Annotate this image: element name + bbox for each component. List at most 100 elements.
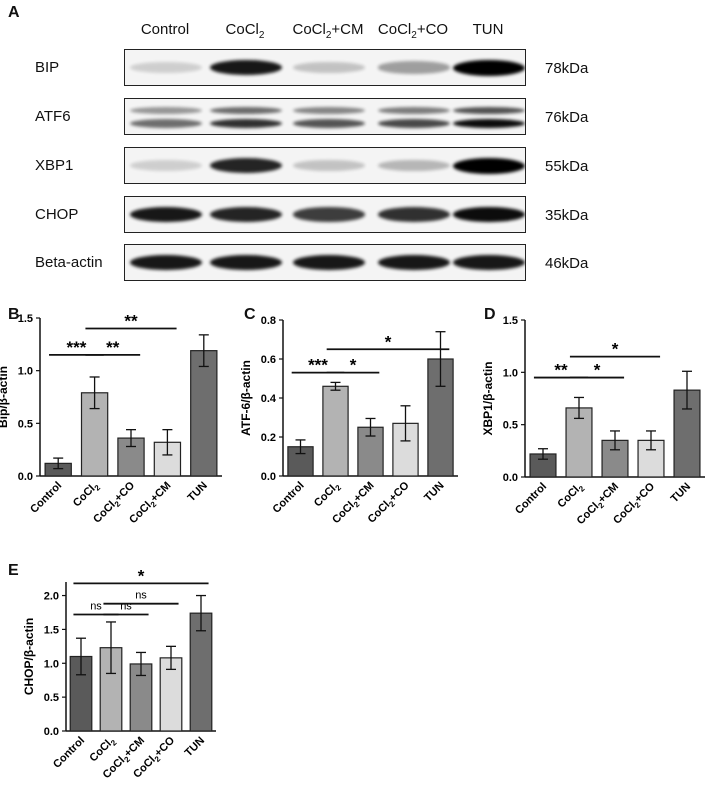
blot-band [378, 159, 450, 172]
y-tick-label: 1.0 [18, 366, 33, 378]
significance-label: ** [124, 312, 138, 331]
x-tick-label: TUN [185, 480, 210, 505]
blot-band [378, 207, 450, 222]
blot-band [210, 254, 282, 271]
x-tick-label: CoCl2 [71, 479, 103, 511]
x-tick-label: Control [28, 480, 64, 516]
blot-row-label: CHOP [35, 206, 79, 223]
y-axis-label: XBP1/β-actin [481, 361, 495, 435]
blot-band [293, 106, 365, 114]
significance-label: ns [90, 601, 102, 613]
blot-band [378, 61, 450, 74]
blot-row-kda: 35kDa [545, 207, 589, 224]
x-tick-label: TUN [183, 735, 208, 760]
y-tick-label: 0.2 [261, 432, 276, 444]
x-tick-label: CoCl2 [555, 480, 587, 512]
blot-band [130, 160, 202, 171]
y-axis-label: CHOP/β-actin [22, 618, 36, 695]
lane-label: CoCl2+CO [377, 21, 449, 41]
blot-row-label: BIP [35, 59, 60, 76]
blot-row-kda: 46kDa [545, 255, 589, 272]
blot-strip [124, 98, 526, 135]
panel-letter-d: D [484, 306, 496, 323]
significance-label: ns [135, 590, 147, 602]
y-tick-label: 1.5 [18, 313, 33, 325]
blot-row-label: XBP1 [35, 157, 74, 174]
x-tick-label: TUN [669, 481, 694, 506]
y-tick-label: 0.0 [503, 472, 518, 484]
y-tick-label: 0.8 [261, 315, 276, 327]
y-tick-label: 1.5 [44, 624, 59, 636]
y-tick-label: 2.0 [44, 591, 59, 603]
y-tick-label: 0.4 [261, 393, 277, 405]
blot-row-label: Beta-actin [35, 254, 103, 271]
blot-row-kda: 55kDa [545, 158, 589, 175]
y-tick-label: 0.0 [18, 471, 33, 483]
y-axis-label: ATF-6/β-actin [239, 360, 253, 436]
lane-label: CoCl2+CM [292, 21, 364, 41]
blot-strip [124, 49, 526, 86]
blot-band [210, 118, 282, 128]
blot-band [453, 206, 525, 223]
x-tick-label: Control [513, 481, 549, 517]
blot-band [210, 106, 282, 114]
blot-band [130, 62, 202, 73]
significance-label: ** [106, 338, 120, 357]
x-tick-label: TUN [422, 480, 447, 505]
chart-c: 0.0 0.2 0.4 0.6 0.8 ATF-6/β-actin Control CoCl2… [239, 315, 458, 526]
lane-label: Control [140, 21, 190, 38]
significance-label: *** [66, 338, 86, 357]
blot-band [293, 254, 365, 271]
bar [673, 389, 701, 478]
x-tick-label: Control [51, 735, 87, 771]
significance-label: ns [120, 601, 132, 613]
blot-band [453, 106, 525, 114]
blot-band [453, 254, 525, 271]
bar [392, 422, 419, 477]
x-tick-label: CoCl2 [312, 479, 344, 511]
blot-strip [124, 244, 526, 281]
blot-band [210, 206, 282, 223]
blot-strip [124, 147, 526, 184]
y-tick-label: 1.0 [503, 367, 518, 379]
y-axis-label: Bip/β-actin [0, 366, 10, 428]
y-tick-label: 1.5 [503, 315, 518, 327]
y-tick-label: 0.6 [261, 354, 276, 366]
panel-letter-b: B [8, 306, 20, 323]
significance-label: ** [554, 361, 568, 380]
bar [190, 350, 218, 477]
y-tick-label: 0.5 [44, 692, 59, 704]
blot-band [293, 207, 365, 222]
panel-letter-c: C [244, 306, 256, 323]
significance-label: * [350, 356, 357, 375]
blot-band [453, 118, 525, 128]
blot-band [130, 206, 202, 223]
blot-band [130, 254, 202, 271]
y-tick-label: 0.5 [503, 420, 518, 432]
blot-strip [124, 196, 526, 233]
lane-label: TUN [472, 21, 504, 38]
blot-band [130, 106, 202, 114]
blot-band [453, 157, 525, 174]
blot-band [293, 61, 365, 74]
blot-band [130, 118, 202, 128]
blot-band [378, 254, 450, 271]
blot-band [453, 59, 525, 76]
blot-row-kda: 78kDa [545, 60, 589, 77]
significance-label: * [612, 340, 619, 359]
bar [565, 407, 593, 478]
panel-letter-a: A [8, 4, 20, 21]
y-tick-label: 0.0 [44, 726, 59, 738]
significance-label: * [138, 566, 145, 585]
blot-row-kda: 76kDa [545, 109, 589, 126]
significance-label: * [594, 361, 601, 380]
blot-band [293, 159, 365, 172]
bar [322, 385, 349, 477]
blot-band [210, 59, 282, 76]
blot-band [293, 118, 365, 128]
blot-band [210, 157, 282, 174]
